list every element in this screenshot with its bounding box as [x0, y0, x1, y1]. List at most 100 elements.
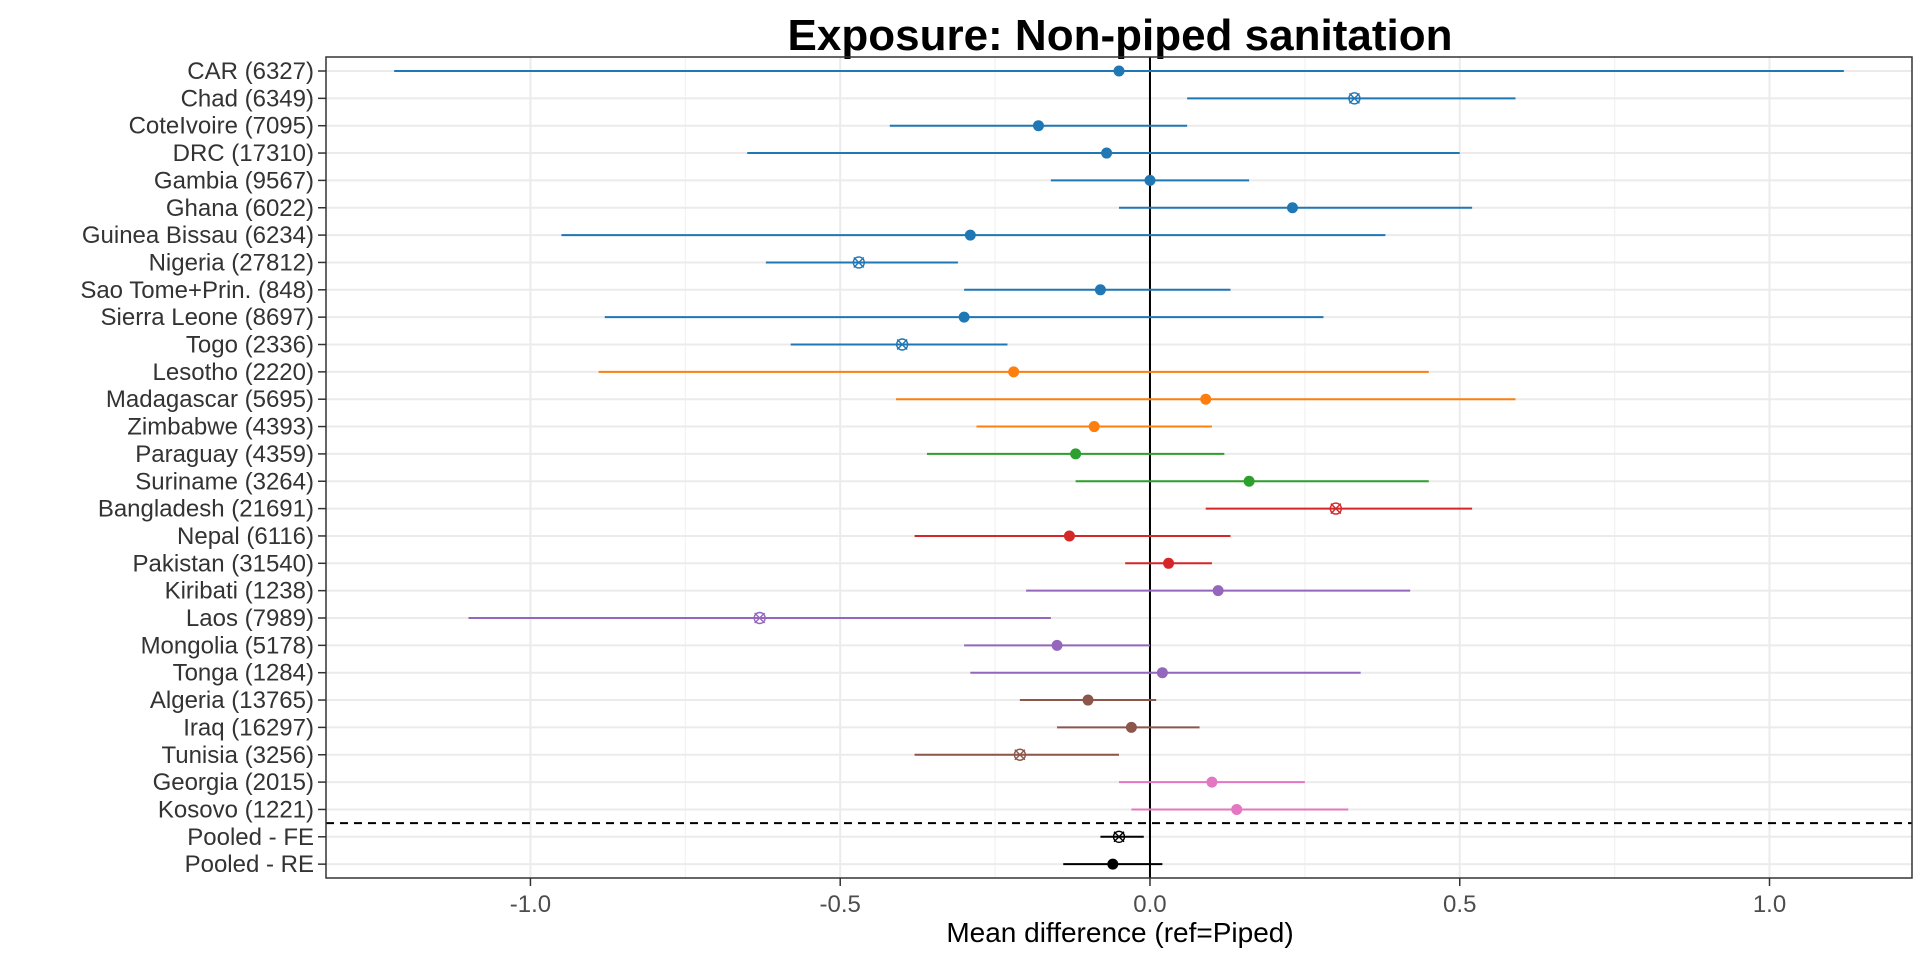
y-ticks [318, 70, 326, 865]
y-tick-label: Suriname (3264) [135, 468, 314, 495]
estimate-marker-cross [1014, 749, 1026, 761]
estimate-row [747, 147, 1460, 159]
estimates [394, 65, 1844, 870]
y-tick-label: Guinea Bissau (6234) [82, 222, 314, 249]
estimate-marker-cross [853, 256, 865, 268]
x-tick-label: 0.0 [1133, 891, 1166, 918]
estimate-marker-dot [1032, 120, 1044, 132]
estimate-marker-open [1013, 748, 1027, 761]
estimate-marker-dot [1125, 721, 1137, 733]
estimate-row [1205, 502, 1473, 515]
estimate-marker-dot [1212, 585, 1224, 597]
estimate-marker-dot [1107, 858, 1119, 870]
estimate-marker-dot [1088, 421, 1100, 433]
estimate-marker-dot [1243, 475, 1255, 487]
chart-title: Exposure: Non-piped sanitation [788, 11, 1453, 60]
estimate-row [604, 311, 1324, 323]
estimate-marker-dot [964, 229, 976, 241]
x-tick-label: 0.5 [1443, 891, 1476, 918]
estimate-marker-cross [1113, 831, 1125, 843]
y-tick-label: Gambia (9567) [154, 167, 314, 194]
y-tick-label: Pakistan (31540) [133, 550, 314, 577]
estimate-marker-dot [958, 311, 970, 323]
x-tick-label: -1.0 [510, 891, 551, 918]
estimate-marker-cross [1348, 92, 1360, 104]
y-tick-label: DRC (17310) [173, 140, 314, 167]
estimate-marker-open [852, 256, 865, 269]
estimate-row [790, 338, 1008, 351]
y-tick-label: Kosovo (1221) [158, 796, 314, 823]
y-tick-label: Madagascar (5695) [106, 386, 314, 413]
estimate-row [889, 120, 1188, 132]
estimate-row [976, 421, 1212, 433]
y-tick-label: Laos (7989) [186, 605, 314, 632]
y-tick-label: Paraguay (4359) [135, 441, 314, 468]
y-tick-label: Nepal (6116) [177, 523, 314, 550]
estimate-row [1026, 585, 1411, 597]
estimate-row [765, 256, 958, 269]
estimate-row [1187, 92, 1516, 105]
y-tick-label: Tonga (1284) [173, 660, 314, 687]
estimate-marker-dot [1082, 694, 1094, 706]
estimate-row [1075, 475, 1429, 487]
y-tick-label: CAR (6327) [187, 58, 314, 85]
x-axis-label: Mean difference (ref=Piped) [946, 917, 1293, 948]
estimate-row [895, 393, 1516, 405]
y-tick-label: Iraq (16297) [183, 714, 314, 741]
estimate-marker-dot [1008, 366, 1020, 378]
y-tick-label: Algeria (13765) [150, 687, 314, 714]
estimate-marker-dot [1051, 639, 1063, 651]
estimate-marker-dot [1286, 202, 1298, 214]
estimate-marker-open [753, 611, 766, 625]
y-tick-label: Mongolia (5178) [141, 632, 314, 659]
estimate-marker-dot [1200, 393, 1212, 405]
estimate-row [1057, 721, 1200, 733]
estimate-row [394, 65, 1844, 77]
estimate-marker-dot [1163, 557, 1175, 569]
estimate-marker-cross [896, 339, 908, 350]
y-tick-label: Bangladesh (21691) [98, 496, 314, 523]
estimate-row [1063, 858, 1163, 870]
y-tick-label: Pooled - RE [185, 851, 314, 878]
estimate-row [964, 284, 1231, 296]
estimate-marker-dot [1206, 776, 1218, 788]
estimate-marker-dot [1101, 147, 1113, 159]
estimate-row [914, 530, 1231, 542]
reference-lines [326, 57, 1912, 878]
estimate-row [468, 611, 1051, 625]
estimate-marker-open [1329, 502, 1343, 515]
estimate-row [970, 667, 1361, 679]
estimate-marker-dot [1144, 174, 1156, 186]
y-tick-label: CoteIvoire (7095) [129, 113, 314, 140]
estimate-row [964, 639, 1150, 651]
estimate-marker-dot [1063, 530, 1075, 542]
estimate-row [926, 448, 1225, 460]
estimate-marker-dot [1070, 448, 1082, 460]
estimate-row [598, 366, 1429, 378]
estimate-marker-open [1112, 830, 1126, 843]
y-tick-label: Zimbabwe (4393) [127, 414, 314, 441]
estimate-row [914, 748, 1119, 761]
estimate-marker-open [1348, 92, 1361, 105]
y-tick-label: Pooled - FE [187, 824, 314, 851]
estimate-marker-dot [1094, 284, 1106, 296]
y-tick-label: Tunisia (3256) [161, 742, 314, 769]
x-tick-label: 1.0 [1753, 891, 1786, 918]
estimate-row [1125, 557, 1212, 569]
y-tick-label: Sao Tome+Prin. (848) [80, 277, 314, 304]
estimate-row [1119, 202, 1473, 214]
y-tick-labels: CAR (6327)Chad (6349)CoteIvoire (7095)DR… [80, 58, 314, 878]
y-tick-label: Togo (2336) [186, 332, 314, 359]
y-tick-label: Sierra Leone (8697) [101, 304, 314, 331]
estimate-marker-cross [754, 612, 766, 624]
estimate-row [1131, 803, 1349, 815]
estimate-row [561, 229, 1386, 241]
estimate-marker-open [895, 338, 909, 351]
y-tick-label: Ghana (6022) [166, 195, 314, 222]
y-tick-label: Georgia (2015) [153, 769, 314, 796]
estimate-marker-dot [1156, 667, 1168, 679]
estimate-marker-dot [1231, 803, 1243, 815]
x-tick-label: -0.5 [820, 891, 861, 918]
